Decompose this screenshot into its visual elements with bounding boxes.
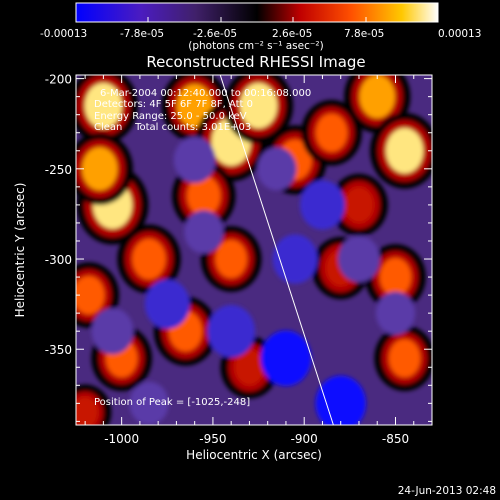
y-tick-label: -250 [45,163,72,177]
x-axis-ticks: -1000 -950 -900 -850 [84,75,433,446]
heatmap-blob [173,136,216,183]
heatmap-core [315,113,348,152]
solar-limb [219,75,334,425]
heatmap-core [76,276,105,315]
timestamp: 24-Jun-2013 02:48 [398,485,496,497]
heatmap-core [388,339,421,378]
heatmap-blob [300,180,345,230]
x-tick-label: -1000 [104,432,139,446]
heatmap-core [385,128,424,174]
x-tick-label: -900 [291,432,318,446]
colorbar-tick-label: -7.8e-05 [120,28,164,40]
algorithm-annotation: Clean Total counts: 3.01E+03 [94,122,251,133]
heatmap-blob [91,308,134,355]
colorbar-tick-label: 7.8e-05 [344,28,384,40]
x-tick-label: -850 [382,432,409,446]
heatmap-blob [315,375,366,425]
colorbar-tick-label: 2.6e-05 [272,28,312,40]
energy-range-annotation: Energy Range: 25.0 - 50.0 keV [94,111,247,122]
heatmap-blob [207,305,255,358]
heatmap-core [359,75,395,119]
heatmap-blob [337,235,380,283]
x-axis-title: Heliocentric X (arcsec) [186,448,322,462]
heatmap-blob [184,210,224,254]
heatmap-core [379,258,412,297]
heatmap-core [344,187,374,223]
colorbar-tick-label: 0.00013 [438,28,481,40]
x-tick-label: -950 [199,432,226,446]
peak-position-annotation: Position of Peak = [-1025,-248] [94,397,250,408]
heatmap-core [84,83,123,129]
y-tick-label: -200 [45,73,72,87]
heatmap-core [132,238,166,280]
chart-title: Reconstructed RHESSI Image [146,53,365,71]
y-axis-ticks: -200 -250 -300 -350 [45,73,432,422]
heatmap-core [82,147,118,191]
colorbar [75,2,439,23]
colorbar-tick-label: -0.00013 [40,28,87,40]
colorbar-ticks [75,17,439,22]
heatmap [76,75,432,425]
colorbar-units: (photons cm⁻² s⁻¹ asec⁻²) [188,40,323,52]
heatmap-core [234,349,265,386]
y-axis-title: Heliocentric Y (arcsec) [13,183,27,318]
heatmap-blob [257,147,297,191]
heatmap-core [215,239,247,279]
heatmap-blob [144,279,190,329]
heatmap-blob [375,291,416,335]
heatmap-core [177,84,213,128]
heatmap-core [187,175,221,217]
detectors-annotation: Detectors: 4F 5F 6F 7F 8F, Att 0 [94,99,253,110]
heatmap-core [239,83,278,129]
plot-frame [75,74,433,426]
heatmap-blob [260,330,312,386]
colorbar-tick-label: -2.6e-05 [193,28,237,40]
time-range-annotation: 6-Mar-2004 00:12:40.000 to 00:16:08.000 [100,88,311,99]
heatmap-blob [129,381,169,425]
y-tick-label: -300 [45,253,72,267]
limb-line [219,75,334,425]
heatmap-core [76,396,98,425]
y-tick-label: -350 [45,343,72,357]
